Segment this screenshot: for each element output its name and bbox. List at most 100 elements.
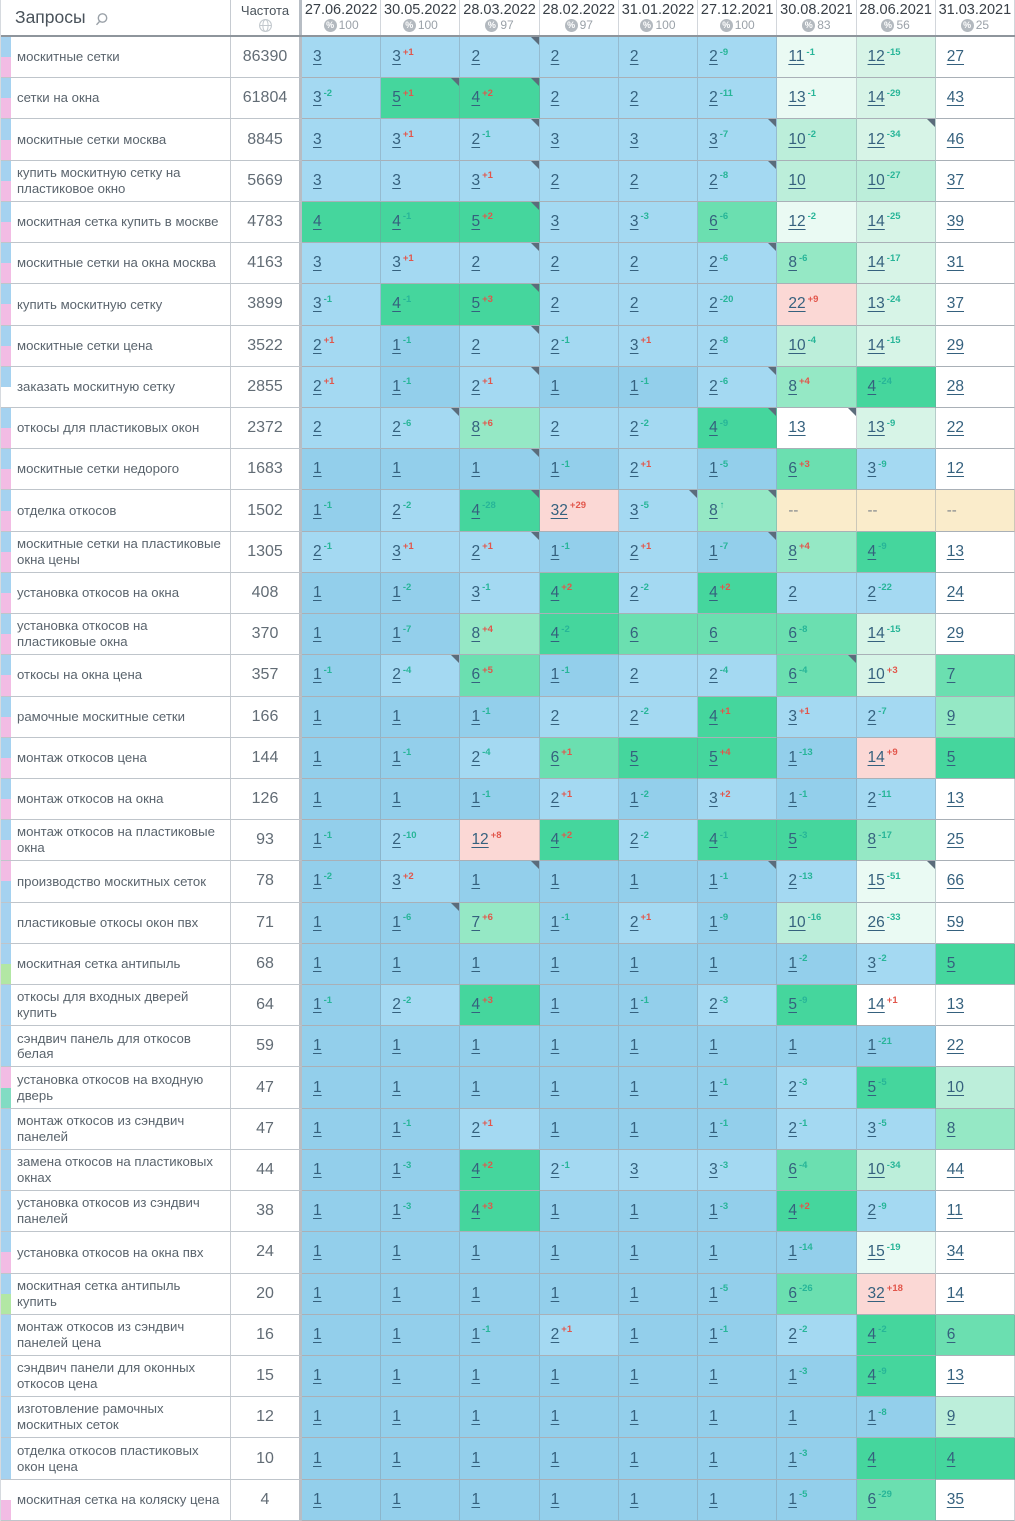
position-value-link[interactable]: 7 xyxy=(471,913,481,931)
position-value-link[interactable]: 1 xyxy=(313,1202,322,1220)
position-value-link[interactable]: 12 xyxy=(946,460,965,478)
position-value-link[interactable]: 1 xyxy=(550,1037,560,1055)
position-value-link[interactable]: 1 xyxy=(709,1325,718,1343)
position-value-link[interactable]: 14 xyxy=(867,254,885,272)
position-value-link[interactable]: 1 xyxy=(392,1449,401,1467)
position-value-link[interactable]: 11 xyxy=(788,48,805,66)
position-value-link[interactable]: 2 xyxy=(709,336,718,354)
position-value-link[interactable]: 3 xyxy=(471,583,481,601)
keyword-cell[interactable]: купить москитную сетку xyxy=(1,284,231,326)
position-value-link[interactable]: 13 xyxy=(788,419,806,437)
note-corner-icon[interactable] xyxy=(530,861,539,870)
position-value-link[interactable]: 1 xyxy=(709,1408,718,1426)
position-value-link[interactable]: 3 xyxy=(629,336,639,354)
keyword-cell[interactable]: москитные сетки на пластиковые окна цены xyxy=(1,531,231,573)
position-value-link[interactable]: 5 xyxy=(946,748,956,766)
position-value-link[interactable]: 12 xyxy=(471,831,489,849)
position-value-link[interactable]: 3 xyxy=(629,501,639,519)
position-value-link[interactable]: 1 xyxy=(709,872,718,890)
position-value-link[interactable]: 5 xyxy=(709,748,718,766)
position-value-link[interactable]: 4 xyxy=(867,1449,877,1467)
position-value-link[interactable]: 4 xyxy=(709,583,718,601)
position-value-link[interactable]: 4 xyxy=(788,1202,797,1220)
position-value-link[interactable]: 1 xyxy=(788,1367,797,1385)
position-value-link[interactable]: 8 xyxy=(788,254,797,272)
position-value-link[interactable]: 1 xyxy=(313,1325,322,1343)
position-value-link[interactable]: 1 xyxy=(392,1078,401,1096)
position-value-link[interactable]: 8 xyxy=(867,831,877,849)
keyword-cell[interactable]: монтаж откосов из сэндвич панелей цена xyxy=(1,1314,231,1356)
column-header-date[interactable]: 28.03.2022% 97 xyxy=(460,0,540,35)
position-value-link[interactable]: 1 xyxy=(313,583,322,601)
keyword-cell[interactable]: рамочные москитные сетки xyxy=(1,696,231,738)
position-value-link[interactable]: 2 xyxy=(471,336,481,354)
position-value-link[interactable]: 14 xyxy=(867,748,885,766)
position-value-link[interactable]: 1 xyxy=(471,707,481,725)
keyword-cell[interactable]: замена откосов на пластиковых окнах xyxy=(1,1149,231,1192)
position-value-link[interactable]: 5 xyxy=(471,212,481,230)
position-value-link[interactable]: 2 xyxy=(867,707,877,725)
keyword-cell[interactable]: откосы для входных дверей купить xyxy=(1,985,231,1027)
position-value-link[interactable]: 3 xyxy=(313,130,322,148)
position-value-link[interactable]: 2 xyxy=(550,790,560,808)
position-value-link[interactable]: 5 xyxy=(788,831,797,849)
position-value-link[interactable]: 1 xyxy=(313,913,322,931)
position-value-link[interactable]: 1 xyxy=(313,1037,322,1055)
position-value-link[interactable]: 12 xyxy=(867,48,885,66)
position-value-link[interactable]: 1 xyxy=(629,1037,639,1055)
position-value-link[interactable]: 2 xyxy=(471,748,481,766)
position-value-link[interactable]: 1 xyxy=(629,954,639,972)
position-value-link[interactable]: 22 xyxy=(788,295,806,313)
position-value-link[interactable]: 2 xyxy=(550,419,560,437)
keyword-cell[interactable]: установка откосов на окна пвх xyxy=(1,1232,231,1274)
keyword-cell[interactable]: установка откосов на входную дверь xyxy=(1,1067,231,1109)
position-value-link[interactable]: 6 xyxy=(788,666,797,684)
note-corner-icon[interactable] xyxy=(926,861,935,870)
position-value-link[interactable]: 22 xyxy=(946,419,965,437)
position-value-link[interactable]: 4 xyxy=(867,542,877,560)
position-value-link[interactable]: 2 xyxy=(550,254,560,272)
position-value-link[interactable]: 1 xyxy=(867,1408,877,1426)
keyword-cell[interactable]: монтаж откосов на пластиковые окна xyxy=(1,820,231,862)
note-corner-icon[interactable] xyxy=(768,366,777,375)
note-corner-icon[interactable] xyxy=(530,119,539,128)
position-value-link[interactable]: 1 xyxy=(313,790,322,808)
position-value-link[interactable]: 29 xyxy=(946,625,965,643)
position-value-link[interactable]: 1 xyxy=(471,1325,481,1343)
keyword-cell[interactable]: москитная сетка антипыль xyxy=(1,943,231,986)
position-value-link[interactable]: 5 xyxy=(392,89,401,107)
note-corner-icon[interactable] xyxy=(530,37,539,45)
position-value-link[interactable]: 2 xyxy=(471,377,481,395)
note-corner-icon[interactable] xyxy=(530,449,539,458)
position-value-link[interactable]: 5 xyxy=(471,295,481,313)
position-value-link[interactable]: 1 xyxy=(313,1490,322,1508)
position-value-link[interactable]: 2 xyxy=(709,254,718,272)
note-corner-icon[interactable] xyxy=(768,490,777,499)
position-value-link[interactable]: 1 xyxy=(313,1161,322,1179)
position-value-link[interactable]: 1 xyxy=(709,1490,718,1508)
position-value-link[interactable]: 3 xyxy=(709,130,718,148)
position-value-link[interactable]: 1 xyxy=(629,1078,639,1096)
position-value-link[interactable]: 1 xyxy=(313,748,322,766)
keyword-cell[interactable]: установка откосов на окна xyxy=(1,572,231,615)
position-value-link[interactable]: 1 xyxy=(709,1037,718,1055)
position-value-link[interactable]: 35 xyxy=(946,1490,965,1508)
note-corner-icon[interactable] xyxy=(768,119,777,128)
position-value-link[interactable]: 4 xyxy=(550,583,560,601)
position-value-link[interactable]: 2 xyxy=(471,48,481,66)
note-corner-icon[interactable] xyxy=(530,78,539,87)
column-header-date[interactable]: 31.01.2022% 100 xyxy=(619,0,699,35)
position-value-link[interactable]: 1 xyxy=(471,790,481,808)
position-value-link[interactable]: 2 xyxy=(471,254,481,272)
position-value-link[interactable]: 2 xyxy=(629,542,639,560)
position-value-link[interactable]: 66 xyxy=(946,872,965,890)
position-value-link[interactable]: 2 xyxy=(392,419,401,437)
position-value-link[interactable]: 1 xyxy=(867,1037,877,1055)
position-value-link[interactable]: 1 xyxy=(471,1449,481,1467)
position-value-link[interactable]: 29 xyxy=(946,336,965,354)
position-value-link[interactable]: 1 xyxy=(392,954,401,972)
position-value-link[interactable]: 3 xyxy=(550,212,560,230)
position-value-link[interactable]: 2 xyxy=(788,1325,797,1343)
position-value-link[interactable]: 10 xyxy=(788,130,806,148)
position-value-link[interactable]: 4 xyxy=(709,707,718,725)
